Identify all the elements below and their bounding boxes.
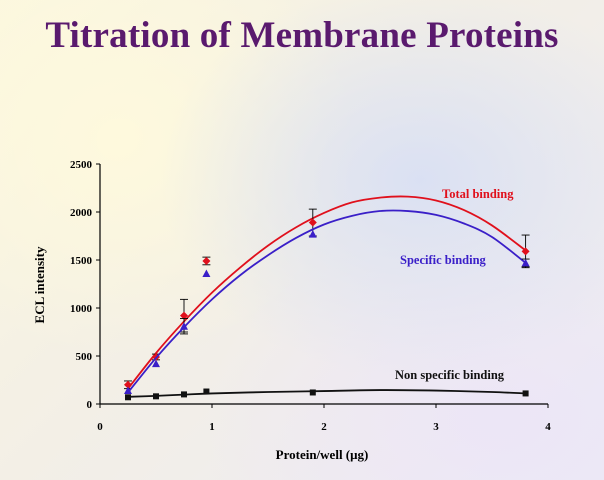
data-point [522, 390, 529, 397]
series-label-specific: Specific binding [400, 253, 487, 267]
data-point [521, 247, 530, 256]
series-layer [124, 195, 530, 401]
x-tick-label: 2 [321, 421, 327, 433]
x-tick-label: 1 [209, 421, 215, 433]
y-axis-title: ECL intensity [32, 246, 47, 323]
y-tick-label: 2500 [70, 159, 93, 171]
y-tick-label: 1500 [70, 255, 93, 267]
data-point [308, 230, 317, 238]
data-point [203, 388, 210, 395]
data-point [153, 393, 159, 400]
x-tick-label: 0 [97, 421, 103, 433]
data-point [181, 391, 187, 398]
x-tick-label: 4 [545, 421, 551, 433]
data-point [124, 380, 132, 389]
data-point [521, 258, 530, 267]
fit-curve [127, 389, 526, 398]
y-tick-label: 0 [87, 399, 93, 411]
data-point [180, 311, 188, 320]
data-point [309, 389, 316, 396]
fit-curve [127, 209, 527, 394]
x-tick-label: 3 [433, 421, 439, 433]
series-specific-binding [124, 209, 530, 395]
series-non-specific-binding [125, 388, 529, 401]
fit-curve [127, 195, 527, 390]
data-point [124, 386, 132, 395]
x-axis-title: Protein/well (μg) [276, 447, 369, 462]
data-point [308, 218, 317, 227]
y-tick-label: 500 [76, 351, 93, 363]
data-point [202, 256, 211, 265]
data-point [152, 359, 160, 368]
slide-title: Titration of Membrane Proteins [45, 15, 559, 56]
series-label-nonspecific: Non specific binding [395, 368, 505, 382]
series-label-total: Total binding [442, 187, 514, 201]
axes: 0 1 2 3 4 0 500 1000 1500 2000 2500 [70, 159, 551, 433]
y-tick-label: 2000 [70, 207, 93, 219]
data-point [125, 394, 131, 401]
data-point [202, 269, 211, 277]
data-point [180, 322, 188, 330]
y-tick-label: 1000 [70, 303, 93, 315]
